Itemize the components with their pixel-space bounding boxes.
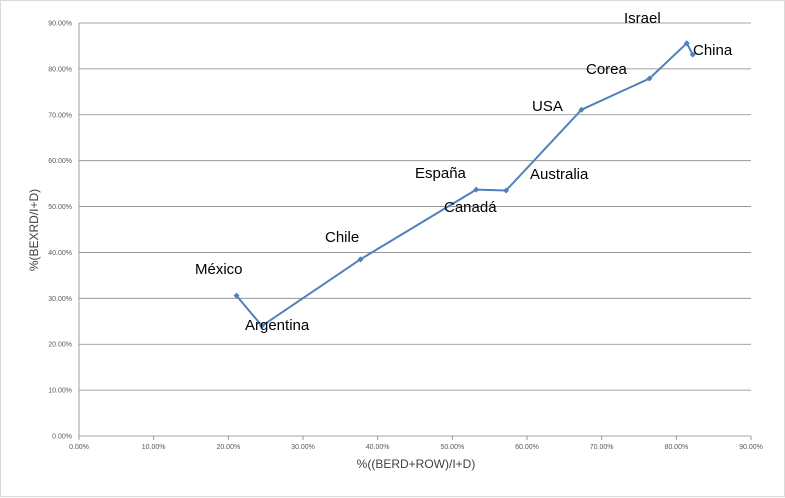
data-point-marker [683, 40, 690, 47]
data-point-marker [578, 106, 585, 113]
point-label: Chile [325, 229, 359, 246]
x-tick-labels: 0.00% 10.00% 20.00% 30.00% 40.00% 50.00% 60.00… [69, 444, 763, 451]
point-label: Australia [530, 166, 589, 183]
x-tick-label: 0.00% [69, 444, 89, 451]
x-tick-label: 50.00% [440, 444, 464, 451]
data-point-marker [233, 292, 240, 299]
y-tick-label: 70.00% [48, 112, 72, 119]
x-tick-label: 10.00% [142, 444, 166, 451]
y-tick-labels: 0.00% 10.00% 20.00% 30.00% 40.00% 50.00% 60.00… [48, 21, 72, 441]
data-point-marker [646, 75, 653, 82]
y-tick-label: 30.00% [48, 296, 72, 303]
x-tick-label: 60.00% [515, 444, 539, 451]
y-tick-label: 10.00% [48, 388, 72, 395]
point-labels: México Argentina Chile España Canadá Australi… [195, 10, 733, 334]
data-point-marker [258, 322, 265, 329]
x-tick-label: 30.00% [291, 444, 315, 451]
grid-lines [78, 22, 752, 440]
x-axis-title: %((BERD+ROW)/I+D) [357, 457, 476, 471]
point-label: Corea [586, 61, 628, 78]
point-label: China [693, 42, 733, 59]
series-group [233, 40, 696, 329]
series-line [235, 42, 694, 327]
data-point-marker [473, 186, 480, 193]
y-tick-label: 80.00% [48, 66, 72, 73]
y-tick-label: 0.00% [52, 434, 72, 441]
y-tick-label: 20.00% [48, 342, 72, 349]
y-axis-title: %(BEXRD/I+D) [27, 189, 41, 271]
y-tick-label: 40.00% [48, 250, 72, 257]
x-tick-label: 70.00% [590, 444, 614, 451]
x-tick-label: 90.00% [739, 444, 763, 451]
x-tick-label: 80.00% [664, 444, 688, 451]
data-point-marker [503, 187, 510, 194]
y-tick-label: 60.00% [48, 158, 72, 165]
point-label: Argentina [245, 317, 310, 334]
data-point-marker [689, 51, 696, 58]
x-tick-label: 20.00% [216, 444, 240, 451]
point-label: USA [532, 98, 563, 115]
y-tick-label: 50.00% [48, 204, 72, 211]
point-label: Canadá [444, 199, 497, 216]
data-point-marker [357, 256, 364, 263]
point-label: España [415, 165, 467, 182]
point-label: México [195, 261, 243, 278]
x-tick-label: 40.00% [366, 444, 390, 451]
point-label: Israel [624, 10, 661, 27]
y-tick-label: 90.00% [48, 21, 72, 28]
